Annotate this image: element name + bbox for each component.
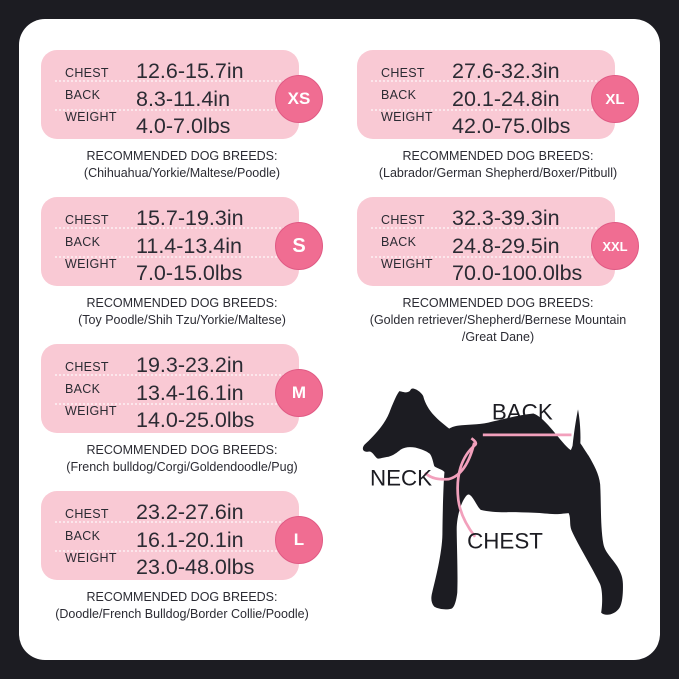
svg-text:NECK: NECK — [370, 466, 432, 491]
svg-text:BACK: BACK — [492, 399, 553, 424]
svg-text:CHEST: CHEST — [467, 529, 543, 554]
